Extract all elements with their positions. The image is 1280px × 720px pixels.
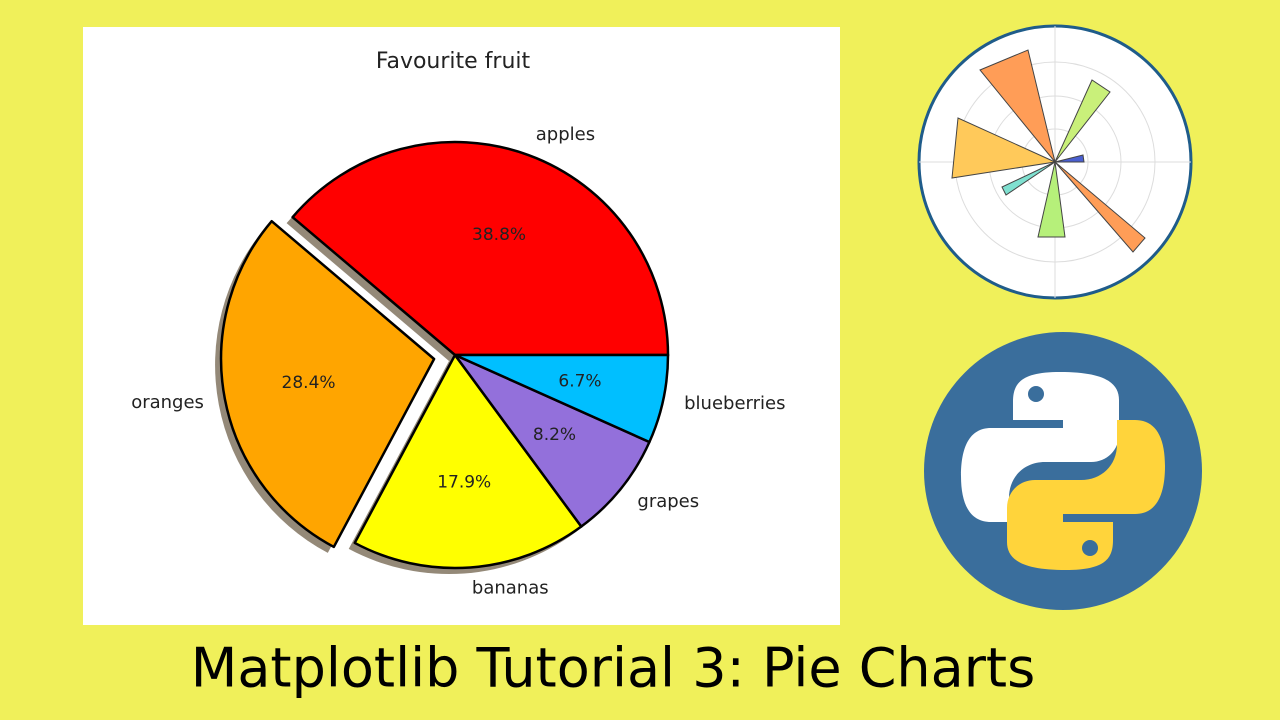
value-label: 6.7% [558,372,601,392]
slice [453,353,651,528]
value-label: 17.9% [437,472,491,492]
polar-icon [917,24,1193,300]
slice-label: oranges [131,392,204,413]
value-label: 8.2% [533,425,576,445]
pie: 38.8% apples 28.4% oranges 17.9% bananas 8.2% g… [131,124,785,599]
slice-label: bananas [472,578,549,599]
slice [353,353,583,570]
slice [219,219,436,549]
slice-label: apples [536,124,595,145]
python-logo [924,332,1202,610]
slice-label: blueberries [684,393,785,414]
value-label: 38.8% [472,225,526,245]
heading: Matplotlib Tutorial 3: Pie Charts [191,637,1036,700]
slice-label: grapes [637,491,699,512]
slice [291,140,670,357]
chart-title: Favourite fruit [376,49,531,74]
value-label: 28.4% [282,373,336,393]
slice [453,353,670,444]
